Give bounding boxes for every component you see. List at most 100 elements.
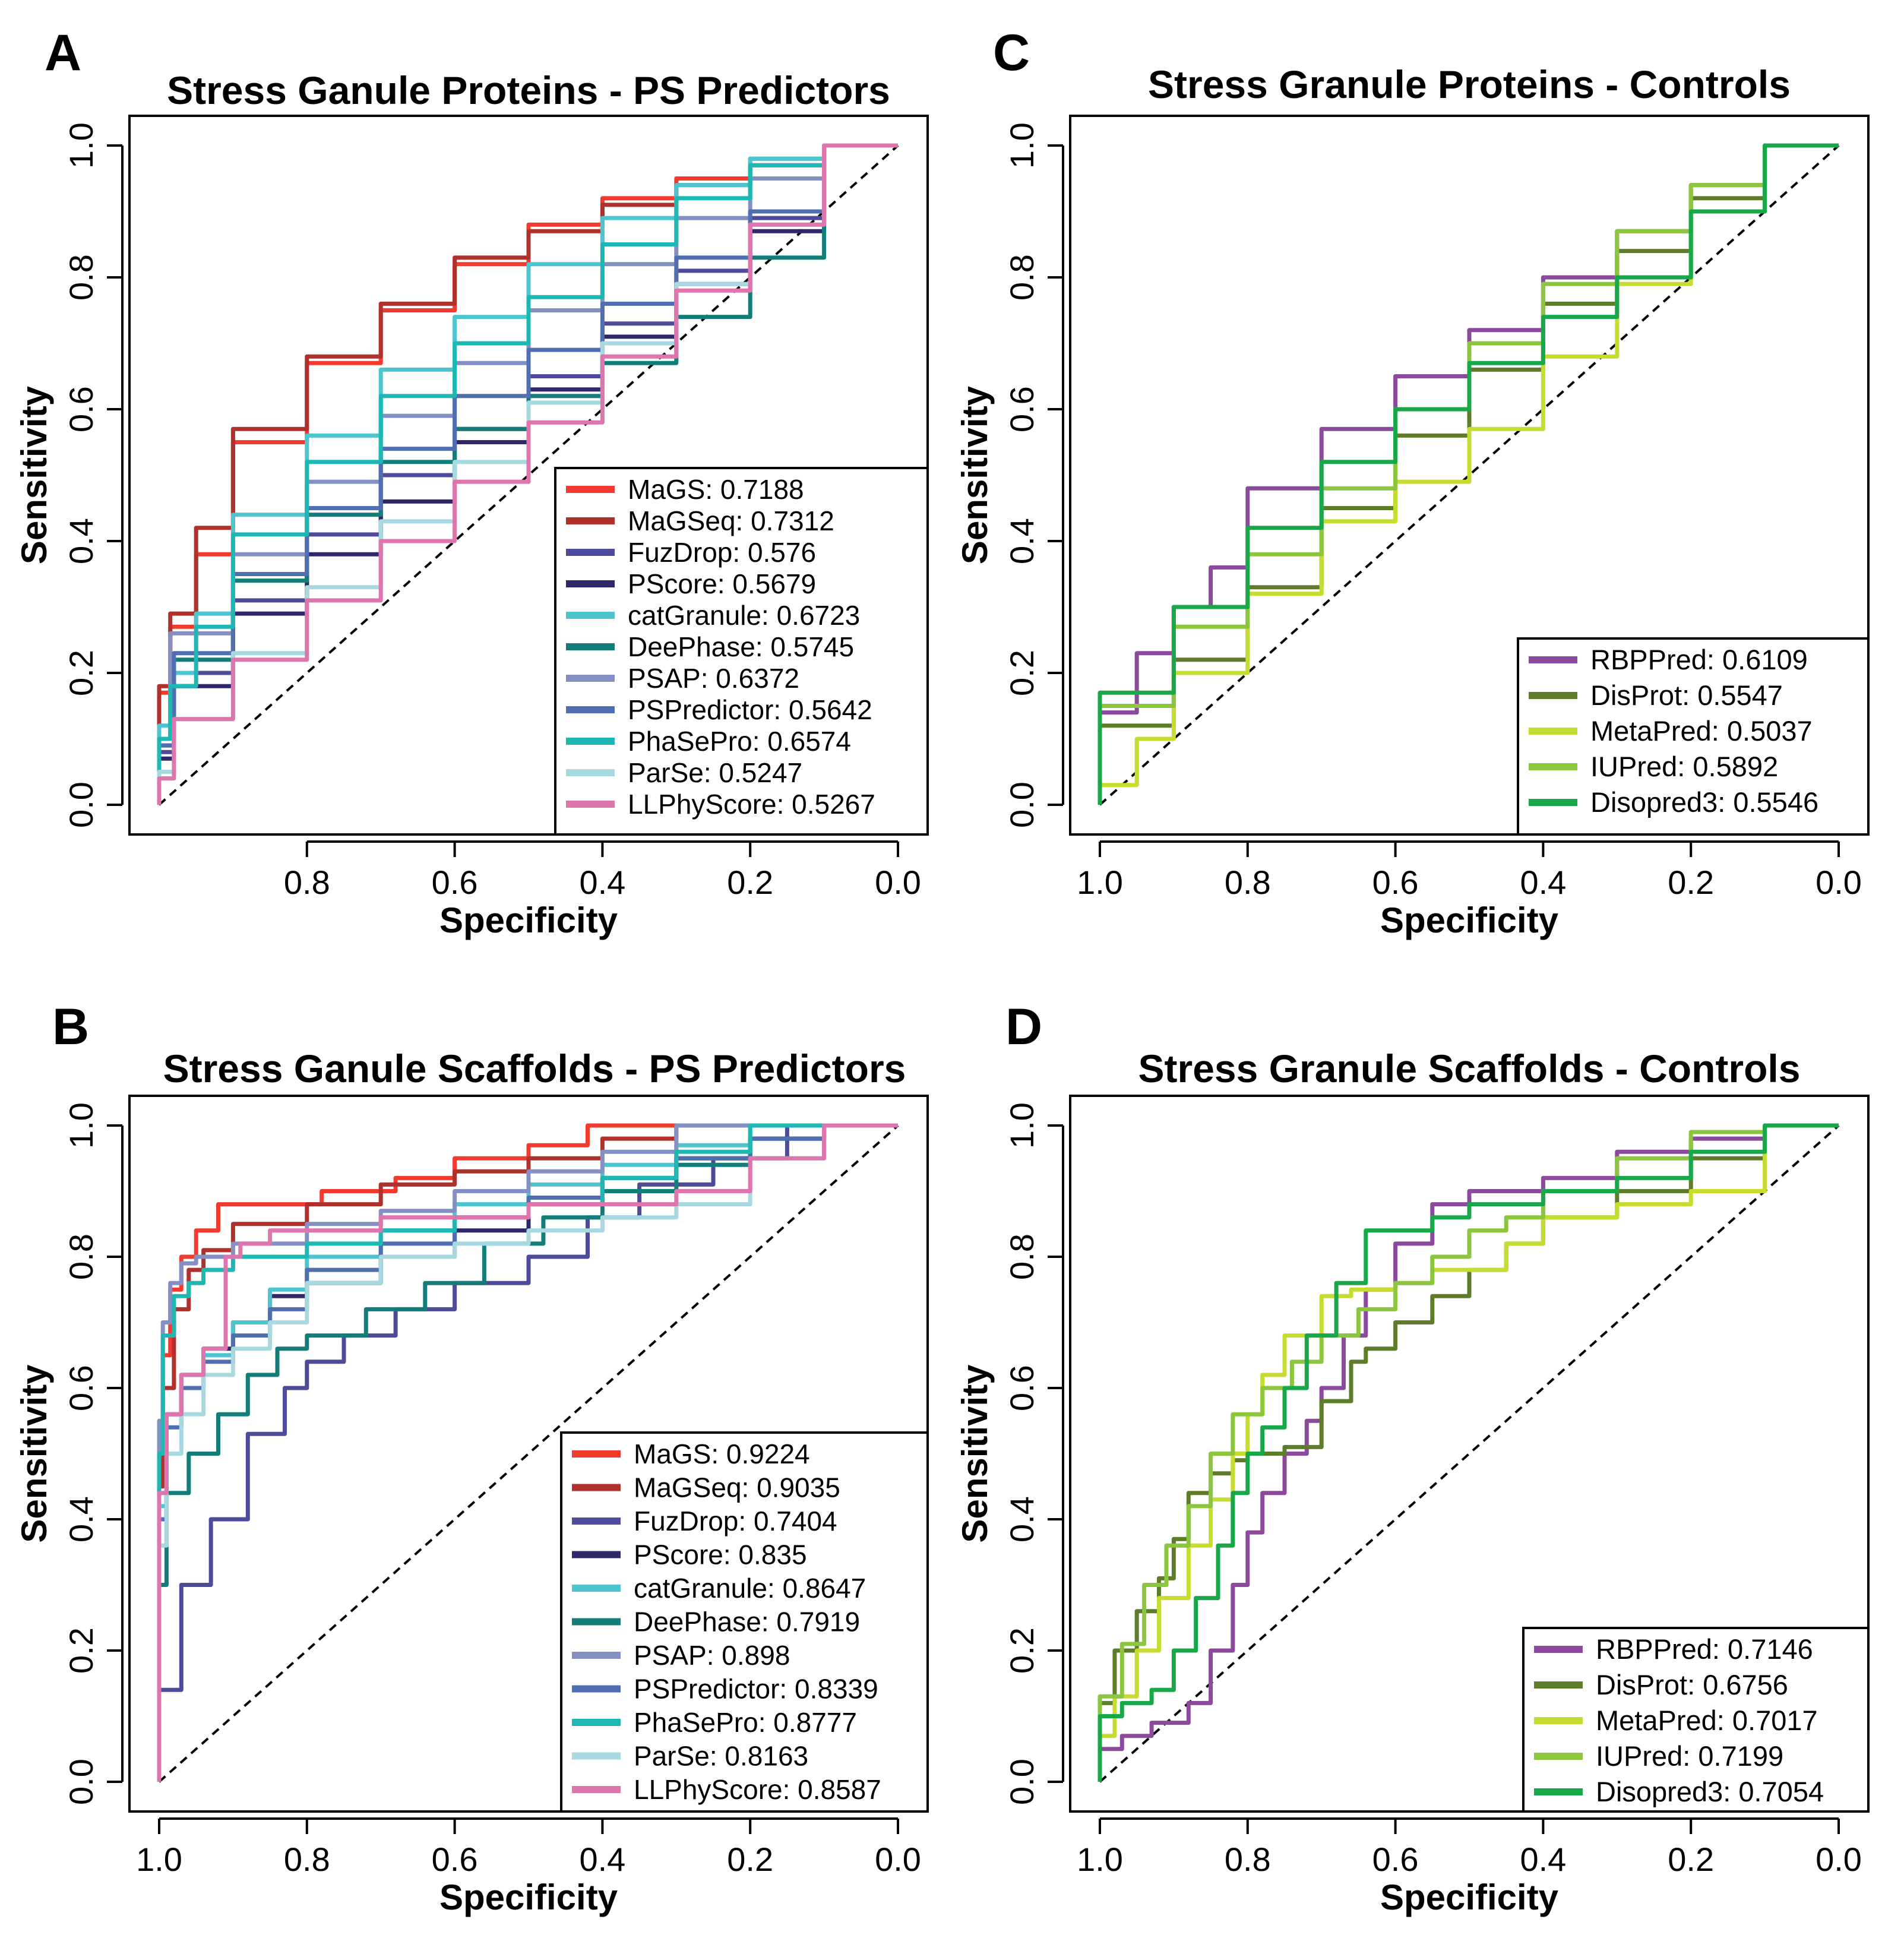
roc-curve-fuzdrop xyxy=(157,1123,898,1782)
panel-label-d: D xyxy=(1005,998,1042,1055)
legend-entry: RBPPred: 0.6109 xyxy=(1590,644,1808,675)
y-tick-label: 0.8 xyxy=(62,254,100,301)
panel-label-c: C xyxy=(993,24,1030,81)
x-tick-label: 1.0 xyxy=(1077,864,1123,901)
y-tick-label: 1.0 xyxy=(1003,1102,1040,1149)
y-tick-label: 0.6 xyxy=(1003,1365,1040,1411)
y-tick-label: 1.0 xyxy=(62,122,100,169)
roc-curve-llphyscore xyxy=(157,143,898,805)
legend-entry: Disopred3: 0.5546 xyxy=(1590,786,1818,818)
x-tick-label: 0.2 xyxy=(727,864,773,901)
x-tick-label: 0.2 xyxy=(1668,1841,1714,1878)
legend-entry: MaGSeq: 0.9035 xyxy=(634,1472,840,1503)
roc-curve-disopred3 xyxy=(1098,143,1839,805)
legend-entry: FuzDrop: 0.7404 xyxy=(634,1506,837,1537)
x-tick-label: 1.0 xyxy=(136,1841,182,1878)
x-axis-label: Specificity xyxy=(439,1877,618,1917)
reference-diagonal xyxy=(1099,1124,1840,1783)
y-tick-label: 0.2 xyxy=(1003,650,1040,696)
y-tick-label: 0.4 xyxy=(62,1496,100,1542)
x-tick-label: 0.0 xyxy=(875,1841,921,1878)
roc-curve-magseq xyxy=(157,1123,898,1782)
legend-entry: MaGSeq: 0.7312 xyxy=(628,505,834,536)
y-tick-label: 0.4 xyxy=(62,518,100,564)
roc-curve-psap xyxy=(157,1123,898,1782)
x-axis-label: Specificity xyxy=(1380,900,1559,940)
roc-panel-d: Stress Granule Scaffolds - Controls 1.0 0.… xyxy=(955,1047,1870,1917)
legend-entry: MetaPred: 0.5037 xyxy=(1590,715,1813,747)
legend-entry: FuzDrop: 0.576 xyxy=(628,537,816,568)
y-tick-label: 0.6 xyxy=(62,1365,100,1411)
legend-entry: catGranule: 0.8647 xyxy=(634,1573,866,1604)
roc-curve-metapred xyxy=(1098,1123,1839,1782)
y-tick-label: 0.0 xyxy=(1003,1759,1040,1805)
x-tick-label: 0.4 xyxy=(1520,1841,1566,1878)
legend-entry: PSAP: 0.898 xyxy=(634,1640,790,1671)
legend-box xyxy=(560,1431,929,1813)
panel-label-a: A xyxy=(45,24,81,81)
x-tick-label: 0.0 xyxy=(1816,1841,1862,1878)
x-axis-label: Specificity xyxy=(1380,1877,1559,1917)
y-tick-label: 0.4 xyxy=(1003,518,1040,564)
roc-panel-b: Stress Ganule Scaffolds - PS Predictors 1… xyxy=(14,1047,929,1917)
legend-entry: MaGS: 0.9224 xyxy=(634,1439,810,1469)
x-tick-label: 0.6 xyxy=(1372,1841,1419,1878)
x-tick-label: 0.4 xyxy=(1520,864,1566,901)
legend-entry: DeePhase: 0.5745 xyxy=(628,631,854,662)
legend-entry: catGranule: 0.6723 xyxy=(628,600,860,631)
x-tick-label: 0.8 xyxy=(1225,864,1271,901)
legend-entry: MetaPred: 0.7017 xyxy=(1596,1705,1818,1736)
roc-curve-phasepro xyxy=(157,143,898,805)
reference-diagonal xyxy=(158,1124,899,1783)
legend-entry: DisProt: 0.5547 xyxy=(1590,679,1783,711)
y-tick-label: 0.0 xyxy=(62,782,100,828)
y-tick-label: 0.8 xyxy=(1003,1234,1040,1280)
legend-entry: IUPred: 0.7199 xyxy=(1596,1740,1783,1772)
plot-frame xyxy=(1069,115,1870,836)
y-tick-label: 0.2 xyxy=(62,650,100,696)
y-tick-label: 0.4 xyxy=(1003,1496,1040,1542)
chart-title: Stress Ganule Proteins - PS Predictors xyxy=(167,68,890,112)
legend-entry: IUPred: 0.5892 xyxy=(1590,751,1778,782)
legend-entry: PSPredictor: 0.8339 xyxy=(634,1674,878,1705)
y-tick-label: 0.8 xyxy=(62,1234,100,1280)
legend-entry: Disopred3: 0.7054 xyxy=(1596,1776,1824,1807)
x-tick-label: 0.8 xyxy=(1225,1841,1271,1878)
roc-curve-parse xyxy=(157,1123,898,1782)
y-tick-label: 0.0 xyxy=(1003,782,1040,828)
legend-entry: DisProt: 0.6756 xyxy=(1596,1669,1788,1700)
legend-entry: PhaSePro: 0.6574 xyxy=(628,726,851,757)
legend-entry: ParSe: 0.8163 xyxy=(634,1741,808,1772)
y-tick-label: 0.8 xyxy=(1003,254,1040,301)
roc-curve-llphyscore xyxy=(157,1123,898,1782)
reference-diagonal xyxy=(158,144,899,806)
x-tick-label: 0.6 xyxy=(432,864,478,901)
plot-frame xyxy=(1069,1095,1870,1813)
legend-entry: DeePhase: 0.7919 xyxy=(634,1607,860,1637)
roc-panel-c: Stress Granule Proteins - Controls 1.0 0.8… xyxy=(955,62,1870,940)
roc-curve-disopred3 xyxy=(1098,1123,1839,1782)
roc-curve-phasepro xyxy=(157,1123,898,1782)
y-tick-label: 0.2 xyxy=(62,1627,100,1674)
y-tick-label: 0.6 xyxy=(62,386,100,432)
y-axis-label: Sensitivity xyxy=(14,1364,54,1543)
y-tick-label: 1.0 xyxy=(62,1102,100,1149)
y-tick-label: 1.0 xyxy=(1003,122,1040,169)
y-tick-label: 0.2 xyxy=(1003,1627,1040,1674)
y-axis-label: Sensitivity xyxy=(955,385,995,564)
legend-entry: PSAP: 0.6372 xyxy=(628,663,799,694)
x-tick-label: 0.6 xyxy=(1372,864,1419,901)
x-tick-label: 1.0 xyxy=(1077,1841,1123,1878)
legend-entry: PSPredictor: 0.5642 xyxy=(628,694,872,725)
y-tick-label: 0.6 xyxy=(1003,386,1040,432)
legend-entry: LLPhyScore: 0.5267 xyxy=(628,789,875,820)
chart-title: Stress Granule Proteins - Controls xyxy=(1148,62,1791,106)
legend-box xyxy=(554,467,929,836)
y-axis-label: Sensitivity xyxy=(14,385,54,564)
chart-title: Stress Ganule Scaffolds - PS Predictors xyxy=(163,1047,906,1090)
roc-panel-a: Stress Ganule Proteins - PS Predictors 0.… xyxy=(14,68,929,940)
x-tick-label: 0.0 xyxy=(1816,864,1862,901)
x-tick-label: 0.4 xyxy=(579,864,625,901)
reference-diagonal xyxy=(1099,144,1840,806)
x-tick-label: 0.4 xyxy=(579,1841,625,1878)
